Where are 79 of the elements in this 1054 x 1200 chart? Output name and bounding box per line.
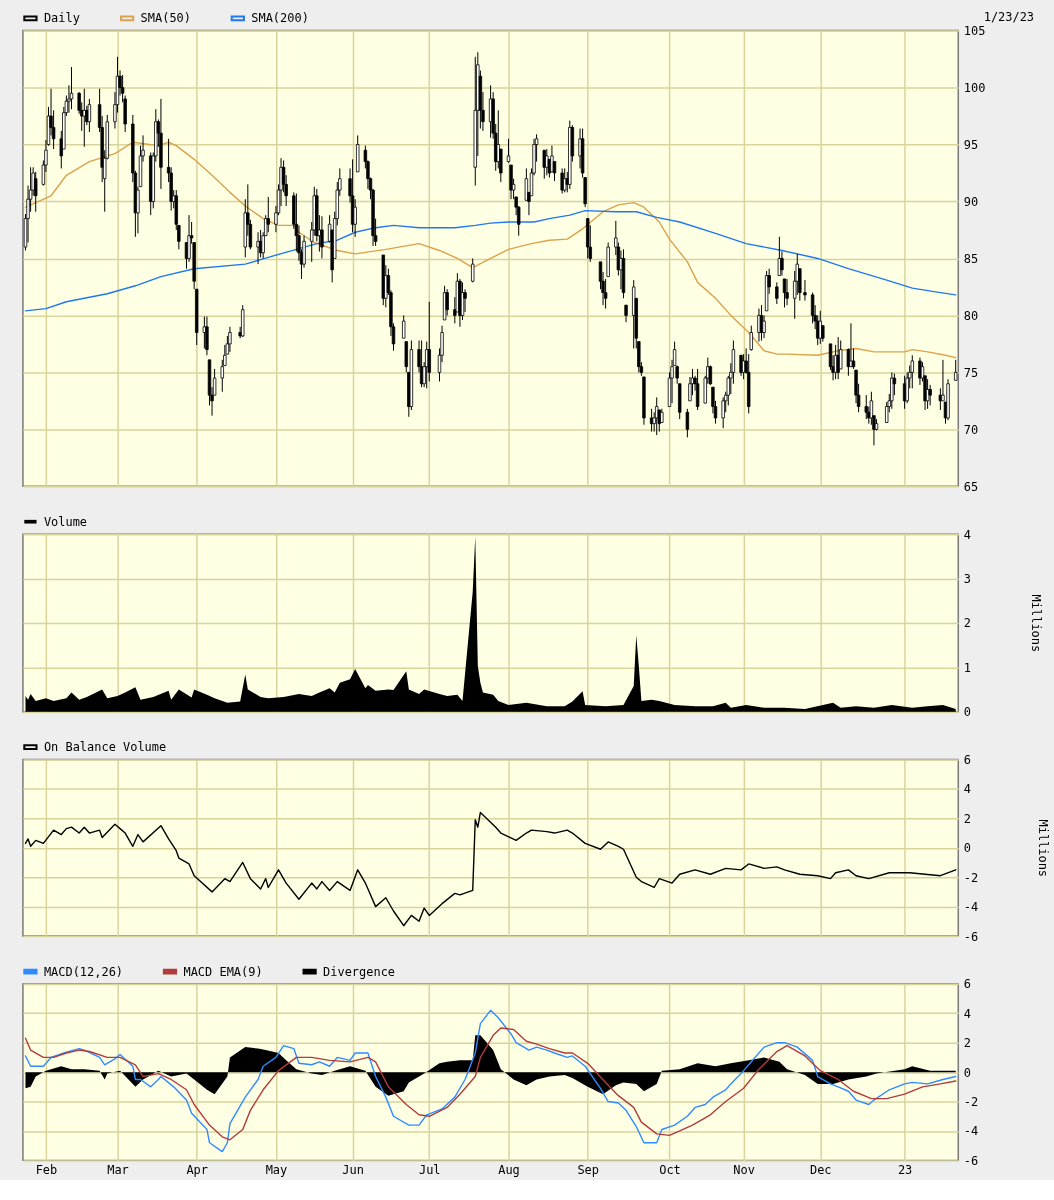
y-tick-label: 65 [963, 479, 979, 494]
candlestick [695, 368, 700, 411]
candlestick [353, 198, 357, 238]
y-tick-label: -2 [963, 1095, 979, 1110]
legend-label: Daily [43, 11, 80, 26]
y-tick-label: 95 [963, 138, 979, 153]
y-tick-label: 6 [963, 753, 971, 767]
candlestick [782, 278, 787, 308]
legend-label: MACD EMA(9) [183, 964, 263, 979]
candlestick [506, 138, 511, 164]
y-tick-label: 80 [963, 308, 979, 323]
y-tick-label: 105 [963, 24, 986, 39]
candlestick [228, 326, 232, 353]
candlestick [775, 281, 779, 305]
y-tick-label: 4 [963, 1006, 971, 1021]
legend-label: On Balance Volume [43, 740, 167, 755]
y-axis-title: Millions [1028, 594, 1043, 653]
y-tick-label: 0 [963, 705, 971, 720]
legend-label: MACD(12,26) [43, 964, 124, 979]
x-tick-label: Oct [659, 1162, 681, 1177]
candlestick [402, 314, 406, 339]
y-tick-label: 6 [963, 977, 971, 992]
candlestick [954, 359, 958, 381]
y-tick-label: -2 [963, 870, 979, 885]
y-tick-label: 70 [963, 422, 979, 437]
legend-label: Volume [43, 514, 88, 529]
y-axis-title: Millions [1035, 819, 1050, 878]
y-tick-label: 4 [963, 782, 971, 797]
candlestick [890, 371, 894, 410]
legend-label: SMA(50) [140, 11, 191, 26]
y-tick-label: 2 [963, 1036, 971, 1051]
candlestick [739, 354, 743, 377]
candlestick [785, 278, 789, 306]
legend-label: SMA(200) [251, 11, 309, 26]
candlestick [928, 384, 932, 406]
candlestick [757, 308, 761, 343]
y-tick-label: -4 [963, 900, 979, 915]
candlestick [685, 408, 690, 438]
candlestick [836, 336, 840, 380]
y-tick-label: -4 [963, 1124, 979, 1139]
candlestick [721, 396, 725, 429]
y-tick-label: 4 [963, 527, 971, 542]
y-tick-label: 1 [963, 660, 971, 675]
x-tick-label: Mar [107, 1162, 129, 1177]
y-tick-label: 100 [963, 81, 986, 96]
y-tick-label: 2 [963, 616, 971, 631]
x-tick-label: Dec [809, 1162, 832, 1177]
x-tick-label: Apr [186, 1162, 209, 1177]
y-tick-label: 75 [963, 365, 979, 380]
y-tick-label: 2 [963, 811, 971, 826]
y-tick-label: 0 [963, 841, 971, 856]
text: 1/23/23 [983, 9, 1035, 24]
line-series [24, 1027, 957, 1141]
x-tick-label: Jun [342, 1162, 364, 1177]
candlestick [749, 325, 753, 352]
line-series [24, 1009, 957, 1153]
candlestick [777, 236, 782, 277]
x-tick-label: May [265, 1162, 288, 1177]
candlestick [205, 316, 209, 356]
x-tick-label: Aug [498, 1162, 520, 1177]
legend-label: Divergence [323, 964, 396, 979]
y-tick-label: 85 [963, 251, 979, 266]
candlestick [925, 378, 930, 410]
y-tick-label: 90 [963, 194, 979, 209]
line-series [24, 209, 957, 312]
line-series [24, 811, 957, 927]
x-tick-label: Jul [418, 1162, 441, 1177]
x-tick-label: Feb [35, 1162, 58, 1177]
x-tick-label: Nov [733, 1162, 755, 1177]
candlestick [220, 359, 224, 393]
y-tick-label: 0 [963, 1065, 971, 1080]
x-tick-label: 23 [897, 1162, 913, 1177]
candlestick [473, 56, 477, 187]
y-tick-label: 3 [963, 572, 971, 587]
y-tick-label: -6 [963, 1153, 979, 1168]
candlestick [266, 196, 270, 233]
x-tick-label: Sep [577, 1162, 600, 1177]
y-tick-label: -6 [963, 929, 979, 944]
candlestick [560, 167, 564, 195]
